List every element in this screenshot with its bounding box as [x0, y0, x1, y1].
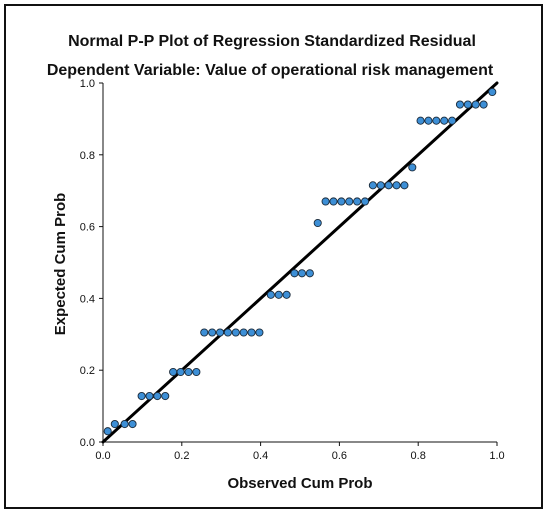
- y-tick-label: 0.4: [80, 293, 95, 305]
- data-point: [488, 87, 497, 97]
- data-point: [392, 181, 401, 190]
- data-point: [169, 367, 178, 377]
- data-point: [384, 181, 393, 190]
- data-point: [408, 163, 417, 172]
- data-point: [424, 116, 433, 125]
- data-point: [353, 197, 362, 206]
- x-tick-label: 0.0: [95, 450, 110, 462]
- data-point: [153, 391, 162, 401]
- data-point: [161, 391, 170, 401]
- x-tick-label: 0.8: [411, 450, 426, 462]
- data-point: [247, 328, 256, 337]
- y-tick-label: 1.0: [80, 78, 95, 90]
- data-point: [471, 100, 480, 109]
- data-point: [274, 290, 283, 299]
- ticks: 0.0 0.2 0.4 0.6 0.8 1.0 0.0 0.2 0.4 0.6 0.8 1.0: [80, 78, 505, 462]
- chart-subtitle: Dependent Variable: Value of operational…: [47, 62, 494, 79]
- x-tick-label: 0.4: [253, 450, 268, 462]
- data-point: [184, 367, 193, 377]
- data-point: [223, 328, 232, 337]
- data-point: [329, 197, 338, 206]
- data-point: [416, 116, 425, 125]
- data-point: [448, 116, 457, 125]
- data-point: [110, 419, 119, 429]
- data-point: [321, 197, 330, 206]
- data-point: [192, 367, 201, 377]
- data-point: [266, 290, 275, 299]
- x-tick-label: 0.6: [332, 450, 347, 462]
- x-tick-label: 1.0: [489, 450, 504, 462]
- data-point: [432, 116, 441, 125]
- data-point: [231, 328, 240, 337]
- data-point: [128, 419, 137, 429]
- data-point: [200, 328, 209, 337]
- data-point: [313, 218, 322, 228]
- y-tick-label: 0.8: [80, 150, 95, 162]
- data-point: [290, 269, 299, 278]
- data-point: [463, 100, 472, 109]
- data-point: [282, 290, 291, 299]
- y-tick-label: 0.0: [80, 437, 95, 449]
- axes: [102, 83, 497, 443]
- reference-line: [101, 81, 499, 444]
- data-point: [376, 181, 385, 190]
- data-points: [103, 87, 497, 436]
- x-tick-label: 0.2: [174, 450, 189, 462]
- data-point: [137, 391, 146, 401]
- data-point: [305, 269, 314, 278]
- y-axis-label: Expected Cum Prob: [52, 193, 69, 336]
- y-tick-label: 0.2: [80, 365, 95, 377]
- data-point: [103, 427, 112, 436]
- data-point: [360, 197, 370, 206]
- data-point: [145, 391, 154, 401]
- data-point: [440, 116, 449, 125]
- data-point: [215, 328, 225, 337]
- data-point: [455, 100, 465, 109]
- data-point: [400, 181, 409, 190]
- data-point: [337, 197, 346, 206]
- data-point: [255, 328, 264, 337]
- data-point: [345, 197, 354, 206]
- data-point: [368, 181, 377, 190]
- data-point: [297, 269, 307, 278]
- data-point: [239, 328, 248, 337]
- data-point: [120, 419, 129, 429]
- y-tick-label: 0.6: [80, 222, 95, 234]
- data-point: [208, 328, 217, 337]
- data-point: [479, 100, 488, 109]
- chart-title: Normal P-P Plot of Regression Standardiz…: [68, 33, 476, 50]
- chart-frame: [4, 4, 543, 509]
- x-axis-label: Observed Cum Prob: [227, 475, 372, 492]
- data-point: [176, 367, 185, 377]
